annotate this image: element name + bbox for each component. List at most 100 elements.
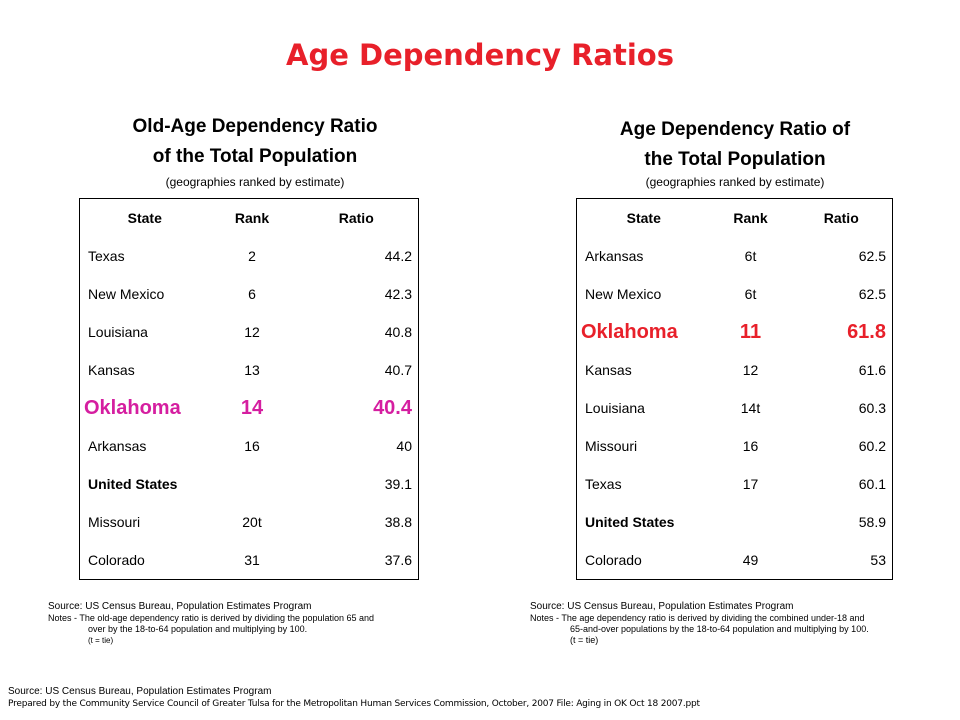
cell-state: Louisiana (88, 324, 148, 340)
cell-state: Oklahoma (84, 396, 181, 419)
left-title-line1: Old-Age Dependency Ratio (132, 116, 378, 137)
left-notes-line1: Notes - The old-age dependency ratio is … (48, 613, 375, 623)
cell-ratio: 42.3 (384, 286, 412, 302)
column-header-ratio: Ratio (823, 210, 859, 226)
table-row: Colorado 31 37.6 (80, 541, 419, 580)
cell-ratio: 60.3 (858, 400, 886, 416)
right-title-line1: Age Dependency Ratio of (619, 119, 851, 140)
cell-state: Oklahoma (581, 320, 678, 343)
cell-state: New Mexico (585, 286, 662, 302)
cell-rank: 6 (248, 286, 256, 302)
table-row: Missouri 20t 38.8 (80, 503, 419, 541)
table-row-united-states: United States 39.1 (80, 465, 419, 503)
left-data-table: State Rank Ratio Texas 2 44.2 New Mexico… (79, 198, 419, 580)
cell-state: Colorado (585, 552, 642, 568)
highlighted-row-oklahoma: Oklahoma 11 61.8 (577, 313, 893, 351)
table-row: Louisiana 14t 60.3 (577, 389, 893, 427)
cell-rank: 12 (244, 324, 260, 340)
table-row: Colorado 49 53 (577, 541, 893, 580)
cell-state: Arkansas (88, 438, 147, 454)
cell-state: Texas (585, 476, 622, 492)
cell-ratio: 61.8 (847, 320, 886, 343)
cell-rank (711, 503, 791, 541)
cell-ratio: 62.5 (858, 248, 886, 264)
footer-source: Source: US Census Bureau, Population Est… (8, 686, 272, 697)
cell-rank: 16 (742, 438, 759, 454)
cell-rank: 14t (740, 400, 761, 416)
table-row: New Mexico 6t 62.5 (577, 275, 893, 313)
right-notes: Source: US Census Bureau, Population Est… (530, 601, 955, 646)
cell-ratio: 37.6 (384, 552, 412, 568)
right-notes-line1: Notes - The age dependency ratio is deri… (530, 613, 865, 623)
cell-rank: 13 (244, 362, 260, 378)
cell-ratio: 40 (396, 438, 412, 454)
cell-rank: 20t (242, 514, 262, 530)
cell-ratio: 62.5 (858, 286, 886, 302)
right-notes-line2: 65-and-over populations by the 18-to-64 … (570, 624, 869, 634)
cell-ratio: 53 (870, 552, 886, 568)
left-panel-subtitle: (geographies ranked by estimate) (165, 175, 345, 189)
table-row: New Mexico 6 42.3 (80, 275, 419, 313)
table-row: Missouri 16 60.2 (577, 427, 893, 465)
right-notes-line3: (t = tie) (570, 635, 599, 645)
cell-rank: 2 (248, 248, 256, 264)
left-notes-line2: over by the 18-to-64 population and mult… (88, 624, 308, 634)
right-data-table: State Rank Ratio Arkansas 6t 62.5 New Me… (576, 198, 893, 580)
table-row: Texas 2 44.2 (80, 237, 419, 275)
cell-state: United States (585, 514, 675, 530)
cell-ratio: 40.8 (384, 324, 412, 340)
cell-state: New Mexico (88, 286, 165, 302)
cell-rank: 11 (739, 320, 762, 343)
cell-state: Missouri (88, 514, 141, 530)
cell-ratio: 60.2 (858, 438, 886, 454)
right-title-line2: the Total Population (644, 149, 826, 170)
table-row: Arkansas 16 40 (80, 427, 419, 465)
highlighted-row-oklahoma: Oklahoma 14 40.4 (80, 389, 419, 427)
cell-rank: 14 (240, 396, 264, 419)
cell-ratio: 61.6 (858, 362, 886, 378)
left-source: Source: US Census Bureau, Population Est… (48, 601, 312, 612)
cell-rank: 6t (744, 248, 757, 264)
left-title-line2: of the Total Population (152, 146, 358, 167)
right-source: Source: US Census Bureau, Population Est… (530, 601, 794, 612)
column-header-state: State (626, 210, 661, 226)
right-panel-title: Age Dependency Ratio of the Total Popula… (560, 115, 910, 175)
cell-state: Missouri (585, 438, 638, 454)
cell-rank: 12 (742, 362, 759, 378)
left-notes-line3: (t = tie) (88, 636, 114, 645)
cell-state: Kansas (88, 362, 135, 378)
left-panel-title: Old-Age Dependency Ratio of the Total Po… (80, 112, 430, 172)
column-header-ratio: Ratio (338, 210, 374, 226)
cell-state: Texas (88, 248, 125, 264)
cell-state: Kansas (585, 362, 632, 378)
left-notes: Source: US Census Bureau, Population Est… (48, 601, 468, 646)
cell-ratio: 39.1 (384, 476, 412, 492)
cell-ratio: 40.7 (384, 362, 412, 378)
cell-ratio: 40.4 (373, 396, 412, 419)
table-row: Texas 17 60.1 (577, 465, 893, 503)
table-row: Arkansas 6t 62.5 (577, 237, 893, 275)
cell-rank: 17 (742, 476, 759, 492)
column-header-state: State (127, 210, 162, 226)
table-row: Louisiana 12 40.8 (80, 313, 419, 351)
cell-rank: 16 (244, 438, 260, 454)
table-row: Kansas 12 61.6 (577, 351, 893, 389)
column-header-rank: Rank (234, 210, 270, 226)
table-row-united-states: United States 58.9 (577, 503, 893, 541)
cell-rank: 6t (744, 286, 757, 302)
table-header-row: State Rank Ratio (577, 199, 893, 238)
column-header-rank: Rank (733, 210, 768, 226)
cell-ratio: 58.9 (858, 514, 886, 530)
cell-rank: 49 (742, 552, 759, 568)
page-title: Age Dependency Ratios (286, 38, 674, 72)
cell-state: Louisiana (585, 400, 645, 416)
cell-state: Arkansas (585, 248, 644, 264)
table-row: Kansas 13 40.7 (80, 351, 419, 389)
cell-ratio: 44.2 (384, 248, 412, 264)
cell-ratio: 38.8 (384, 514, 412, 530)
table-header-row: State Rank Ratio (80, 199, 419, 238)
footer-prepared-by: Prepared by the Community Service Counci… (8, 699, 700, 709)
cell-rank (210, 465, 295, 503)
right-panel-subtitle: (geographies ranked by estimate) (645, 175, 825, 189)
cell-rank: 31 (244, 552, 260, 568)
